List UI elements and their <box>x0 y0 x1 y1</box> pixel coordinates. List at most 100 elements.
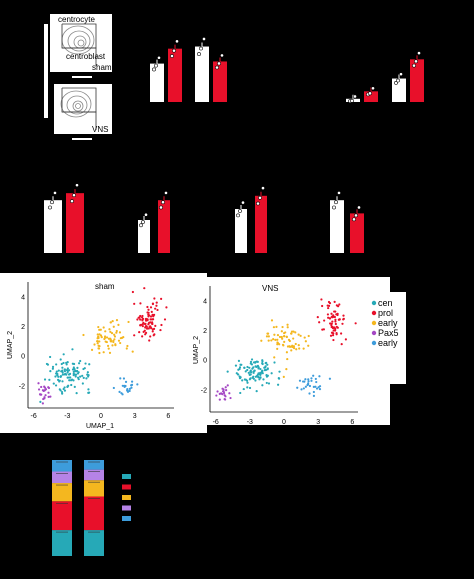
umap-y-tick-label: 4 <box>203 298 207 305</box>
data-point <box>217 61 221 66</box>
umap-point <box>48 378 51 381</box>
umap-point <box>274 338 277 341</box>
umap-point <box>61 373 64 376</box>
umap-point <box>273 333 276 336</box>
umap-point <box>136 383 139 386</box>
umap-point <box>278 335 282 339</box>
umap-point <box>238 367 241 371</box>
umap-point <box>93 343 96 346</box>
umap-point <box>222 391 226 395</box>
umap-point <box>160 297 163 300</box>
umap-point <box>282 375 285 378</box>
data-point <box>334 200 338 205</box>
stack-segment <box>52 501 72 531</box>
umap-point <box>332 329 335 332</box>
data-point <box>417 51 421 55</box>
umap-point <box>62 387 65 391</box>
umap-point <box>84 362 87 365</box>
legend-label: Pax5 <box>378 328 399 338</box>
umap-point <box>243 366 246 369</box>
umap-point <box>141 323 144 326</box>
umap-point <box>331 326 334 330</box>
umap-point <box>72 362 76 366</box>
umap-point <box>298 347 301 350</box>
umap-point <box>149 306 153 309</box>
data-point <box>141 220 145 224</box>
umap-x-tick-label: 6 <box>166 413 170 420</box>
umap-x-tick-label: 3 <box>133 413 137 420</box>
bar-VNS <box>410 59 424 102</box>
umap-point <box>111 320 114 323</box>
umap-point <box>57 375 60 378</box>
stack-segment <box>52 530 72 556</box>
umap-point <box>281 343 285 346</box>
bar-charts <box>44 37 424 253</box>
legend-label: early <box>378 338 398 348</box>
umap-point <box>334 310 337 313</box>
umap-point <box>229 396 232 400</box>
umap-point <box>98 340 101 343</box>
umap-point <box>113 338 116 341</box>
umap-point <box>259 367 262 371</box>
umap-point <box>290 349 293 352</box>
umap-point <box>294 331 297 334</box>
umap-point <box>144 333 147 336</box>
umap-point <box>153 333 156 336</box>
umap-point <box>88 363 91 366</box>
umap-point <box>72 366 75 369</box>
data-point <box>258 195 262 200</box>
umap-y-axis-label: UMAP_2 <box>193 336 200 364</box>
umap-point <box>86 371 89 374</box>
umap-point <box>85 377 88 380</box>
umap-point <box>143 322 147 326</box>
umap-point <box>323 319 326 322</box>
umap-point <box>63 368 66 371</box>
umap-point <box>126 390 130 393</box>
umap-point <box>302 387 305 390</box>
umap-point <box>63 373 66 376</box>
umap-y-axis-label: UMAP_2 <box>7 331 14 359</box>
umap-point <box>249 370 252 373</box>
stack-legend-swatch <box>122 495 131 500</box>
umap-plots: sham -6 -3 0 3 6 4 2 0 -2 UMAP_1 UMAP_2 VNS -6 -3 0 3 6 4 2… <box>7 282 399 435</box>
umap-point <box>317 386 320 389</box>
umap-point <box>75 370 78 373</box>
umap-point <box>44 388 48 391</box>
umap-point <box>312 374 315 377</box>
flow-gates-sham <box>61 23 97 66</box>
umap-point <box>145 325 148 328</box>
umap-point <box>144 317 148 320</box>
stack-segment <box>84 496 104 531</box>
umap-point <box>299 334 302 337</box>
umap-point <box>266 363 269 366</box>
umap-point <box>119 341 122 345</box>
data-point <box>399 72 403 77</box>
umap-point <box>338 303 341 306</box>
umap-y-tick-label: 2 <box>21 324 25 331</box>
umap-point <box>82 367 85 371</box>
umap-point <box>144 326 147 329</box>
data-point <box>357 205 361 210</box>
umap-point <box>102 351 105 354</box>
umap-point <box>59 375 63 378</box>
umap-point <box>266 374 269 377</box>
umap-point <box>267 382 271 385</box>
legend-dot <box>371 310 377 316</box>
umap-point <box>75 392 78 395</box>
umap-point <box>113 333 116 336</box>
bar-sham <box>195 46 209 102</box>
umap-point <box>76 366 79 369</box>
umap-y-tick-label: -2 <box>201 387 207 394</box>
umap-point <box>260 339 263 342</box>
umap-point <box>283 331 286 335</box>
umap-point <box>288 339 291 343</box>
umap-point <box>130 380 134 383</box>
umap-point <box>128 389 131 393</box>
umap-point <box>79 375 82 378</box>
umap-legend-box <box>370 292 406 384</box>
umap-point <box>97 347 100 350</box>
umap-point <box>331 334 335 337</box>
umap-point <box>140 316 144 319</box>
umap-point <box>105 336 109 339</box>
umap-point <box>322 328 325 331</box>
